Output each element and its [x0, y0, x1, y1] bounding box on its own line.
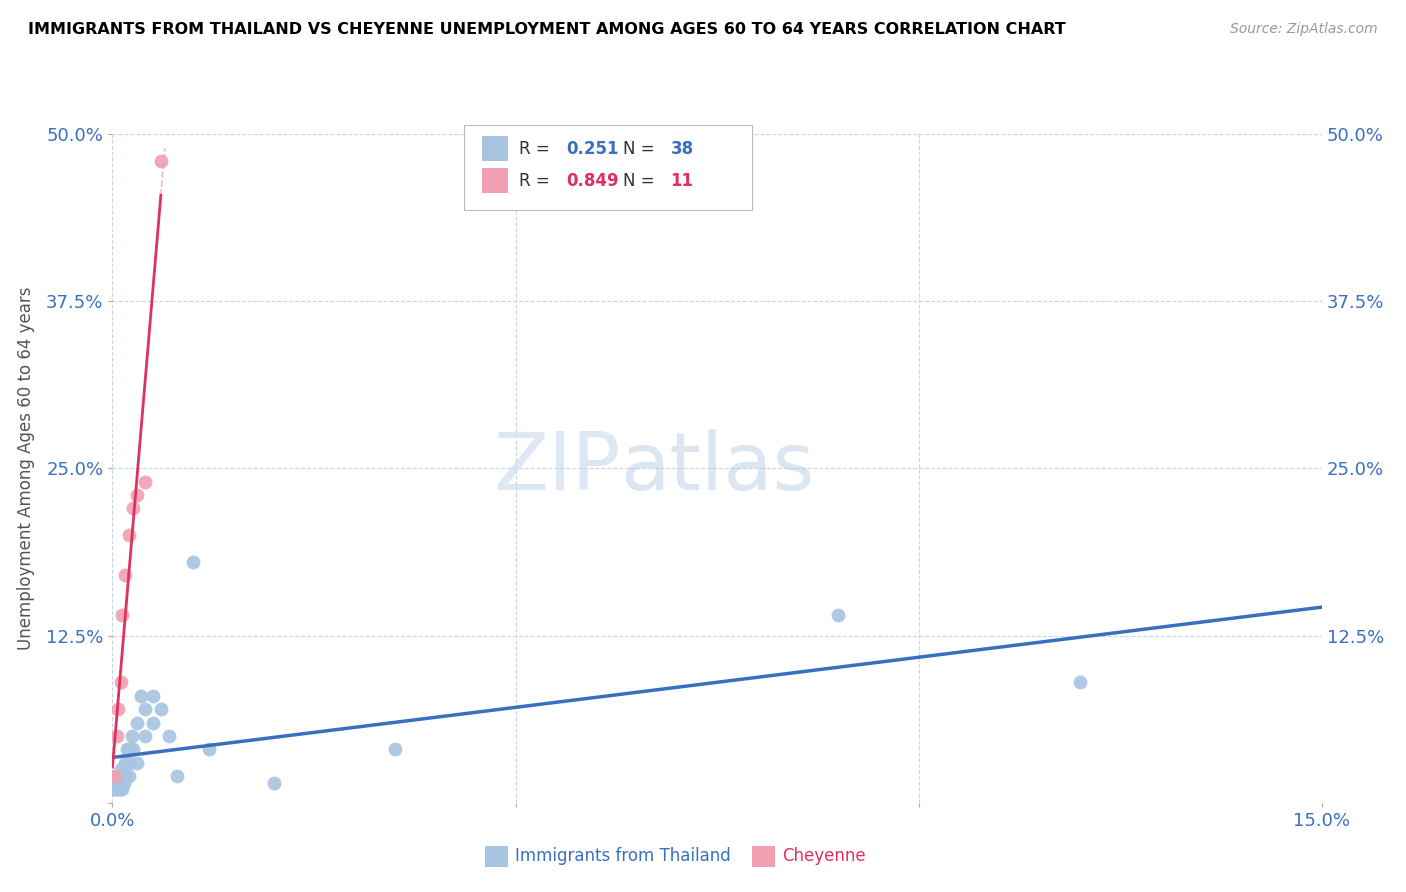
Text: Immigrants from Thailand: Immigrants from Thailand [515, 847, 730, 865]
Point [121, 729, 143, 743]
Point [121, 501, 143, 516]
Point [110, 782, 132, 797]
Point [111, 769, 134, 783]
Point [110, 762, 132, 776]
Point [181, 555, 204, 569]
Text: 11: 11 [671, 172, 693, 190]
Point [198, 742, 221, 756]
Point [1069, 675, 1091, 690]
Text: 0.251: 0.251 [567, 140, 619, 158]
Point [103, 782, 125, 797]
Text: atlas: atlas [620, 429, 814, 508]
Point [149, 153, 172, 168]
Text: N =: N = [623, 140, 659, 158]
Point [108, 769, 131, 783]
Point [107, 775, 129, 790]
Point [149, 702, 172, 716]
Text: R =: R = [519, 172, 555, 190]
Text: Cheyenne: Cheyenne [782, 847, 865, 865]
Point [125, 756, 148, 770]
Point [827, 608, 849, 623]
Y-axis label: Unemployment Among Ages 60 to 64 years: Unemployment Among Ages 60 to 64 years [17, 286, 35, 650]
Point [105, 769, 128, 783]
Point [105, 782, 128, 797]
Point [114, 769, 136, 783]
Point [104, 769, 127, 783]
Point [142, 715, 165, 730]
Point [134, 475, 156, 489]
Point [105, 729, 128, 743]
Point [114, 756, 136, 770]
Point [117, 528, 139, 542]
Text: N =: N = [623, 172, 659, 190]
Point [110, 769, 132, 783]
Point [104, 769, 127, 783]
Point [134, 702, 156, 716]
Text: IMMIGRANTS FROM THAILAND VS CHEYENNE UNEMPLOYMENT AMONG AGES 60 TO 64 YEARS CORR: IMMIGRANTS FROM THAILAND VS CHEYENNE UNE… [28, 22, 1066, 37]
Point [125, 715, 148, 730]
Text: 0.849: 0.849 [567, 172, 619, 190]
Text: Source: ZipAtlas.com: Source: ZipAtlas.com [1230, 22, 1378, 37]
Point [120, 756, 142, 770]
Point [112, 775, 135, 790]
Text: R =: R = [519, 140, 555, 158]
Point [134, 729, 156, 743]
Point [107, 702, 129, 716]
Point [384, 742, 406, 756]
Point [142, 689, 165, 703]
Point [115, 742, 138, 756]
Point [114, 568, 136, 582]
Point [117, 742, 139, 756]
Point [104, 782, 127, 797]
Point [111, 782, 134, 797]
Text: 38: 38 [671, 140, 693, 158]
Point [108, 782, 131, 797]
Text: ZIP: ZIP [494, 429, 620, 508]
Point [263, 775, 285, 790]
Point [110, 675, 132, 690]
Point [166, 769, 188, 783]
Point [157, 729, 180, 743]
Point [129, 689, 152, 703]
Point [122, 742, 145, 756]
Point [125, 488, 148, 502]
Point [111, 608, 134, 623]
Point [117, 769, 139, 783]
